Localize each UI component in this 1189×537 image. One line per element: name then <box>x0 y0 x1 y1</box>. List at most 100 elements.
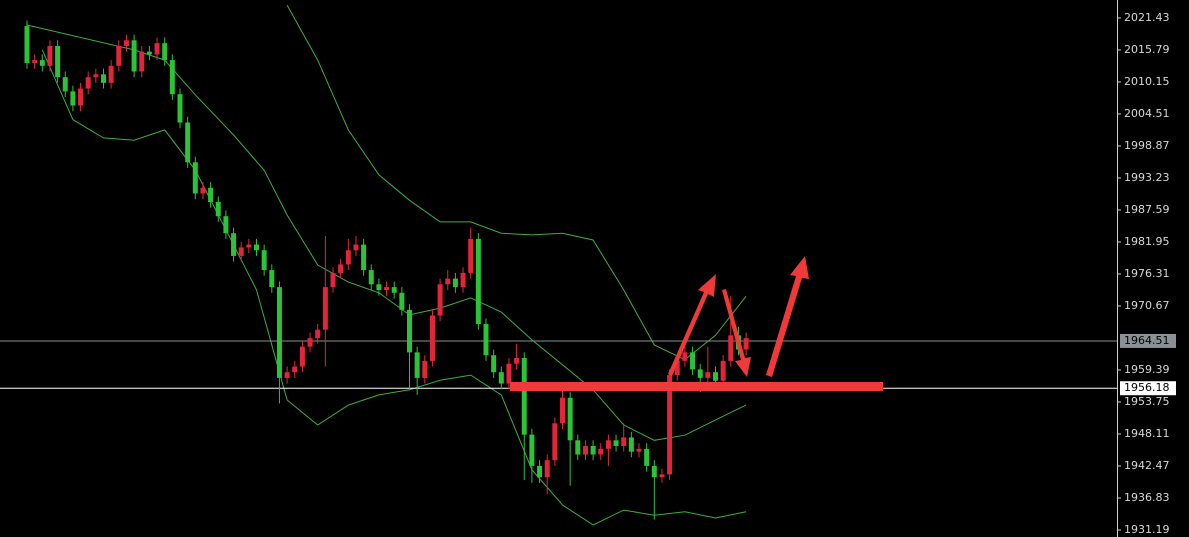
candle-body <box>590 445 596 455</box>
candle-body <box>338 264 344 273</box>
candle-body <box>537 465 543 478</box>
y-tick-label: 1936.83 <box>1124 491 1170 504</box>
candle-body <box>330 272 336 288</box>
candle-body <box>108 65 114 83</box>
candle-body <box>361 244 367 271</box>
candle-body <box>422 360 428 378</box>
y-tick-label: 2004.51 <box>1124 107 1170 120</box>
candle-body <box>47 45 53 66</box>
candle-body <box>223 216 229 234</box>
candle-body <box>261 250 267 271</box>
candle-body <box>429 315 435 361</box>
candle-body <box>529 434 535 466</box>
candle-body <box>628 437 634 452</box>
candle-body <box>93 74 99 78</box>
candle-body <box>215 201 221 217</box>
candle-body <box>414 352 420 378</box>
candle-body <box>62 77 68 92</box>
candle-body <box>24 26 30 63</box>
candle-body <box>575 440 581 455</box>
candle-body <box>322 287 328 330</box>
candle-body <box>636 448 642 452</box>
candle-body <box>743 338 749 350</box>
candle-body <box>674 360 680 376</box>
candle-body <box>605 440 611 449</box>
candle-body <box>185 122 191 163</box>
candle-body <box>690 352 696 370</box>
candle-body <box>384 287 390 290</box>
price-label-box <box>1120 381 1176 396</box>
candle-body <box>101 74 106 83</box>
candle-body <box>353 244 359 251</box>
candle-body <box>498 372 504 384</box>
candle-body <box>567 397 573 441</box>
candle-body <box>146 51 152 55</box>
candle-body <box>131 40 137 72</box>
candle-body <box>123 40 129 46</box>
candle-body <box>177 94 183 123</box>
annotations <box>510 256 883 391</box>
candle-body <box>169 60 175 95</box>
candle-body <box>468 238 474 273</box>
y-tick-label: 1976.31 <box>1124 267 1170 280</box>
candle-body <box>713 372 718 381</box>
candle-body <box>299 346 305 367</box>
candle-body <box>651 465 657 478</box>
candle-body <box>32 60 38 63</box>
candle-body <box>705 372 711 378</box>
candle-body <box>728 335 734 361</box>
candle-body <box>85 77 91 89</box>
candle-body <box>78 88 84 106</box>
y-tick-label: 1959.39 <box>1124 363 1170 376</box>
candle-body <box>269 270 275 288</box>
candle-body <box>368 270 374 285</box>
candle-body <box>697 369 703 378</box>
bollinger-band <box>286 4 747 361</box>
candle-body <box>208 187 214 202</box>
y-tick-label: 1953.75 <box>1124 395 1170 408</box>
candle-body <box>139 51 145 72</box>
candle-body <box>345 250 351 265</box>
y-tick-label: 2010.15 <box>1124 75 1170 88</box>
y-tick-label: 1970.67 <box>1124 299 1170 312</box>
candle-body <box>521 358 527 435</box>
candle-body <box>659 474 665 478</box>
candle-body <box>491 355 497 373</box>
price-label: 1964.51 <box>1124 334 1170 347</box>
candle-body <box>231 233 237 256</box>
candle-body <box>682 352 688 361</box>
y-tick-label: 1987.59 <box>1124 203 1170 216</box>
candle-body <box>667 375 673 475</box>
candle-body <box>116 45 122 66</box>
candle-body <box>391 287 397 293</box>
candle-body <box>460 272 466 288</box>
candle-body <box>560 397 565 424</box>
candle-body <box>483 323 489 356</box>
candle-body <box>307 338 313 347</box>
candle-body <box>475 238 481 324</box>
candle-body <box>598 448 604 455</box>
bollinger-band <box>26 24 747 441</box>
arrow-down <box>722 289 751 377</box>
y-tick-label: 1931.19 <box>1124 523 1170 536</box>
candle-body <box>506 363 512 384</box>
y-tick-label: 1942.47 <box>1124 459 1170 472</box>
candle-body <box>437 284 443 316</box>
y-tick-label: 1981.95 <box>1124 235 1170 248</box>
candle-body <box>376 284 382 290</box>
candle-body <box>720 360 726 381</box>
candle-body <box>70 91 76 106</box>
candle-body <box>200 187 206 194</box>
candle-body <box>246 244 252 248</box>
arrow-up <box>766 256 809 377</box>
candle-body <box>238 247 244 256</box>
candle-body <box>154 43 160 55</box>
candle-body <box>254 244 259 251</box>
candle-body <box>162 43 168 61</box>
y-tick-label: 1993.23 <box>1124 171 1170 184</box>
candle-body <box>39 60 45 66</box>
candle-body <box>315 329 321 339</box>
candle-body <box>452 278 458 288</box>
